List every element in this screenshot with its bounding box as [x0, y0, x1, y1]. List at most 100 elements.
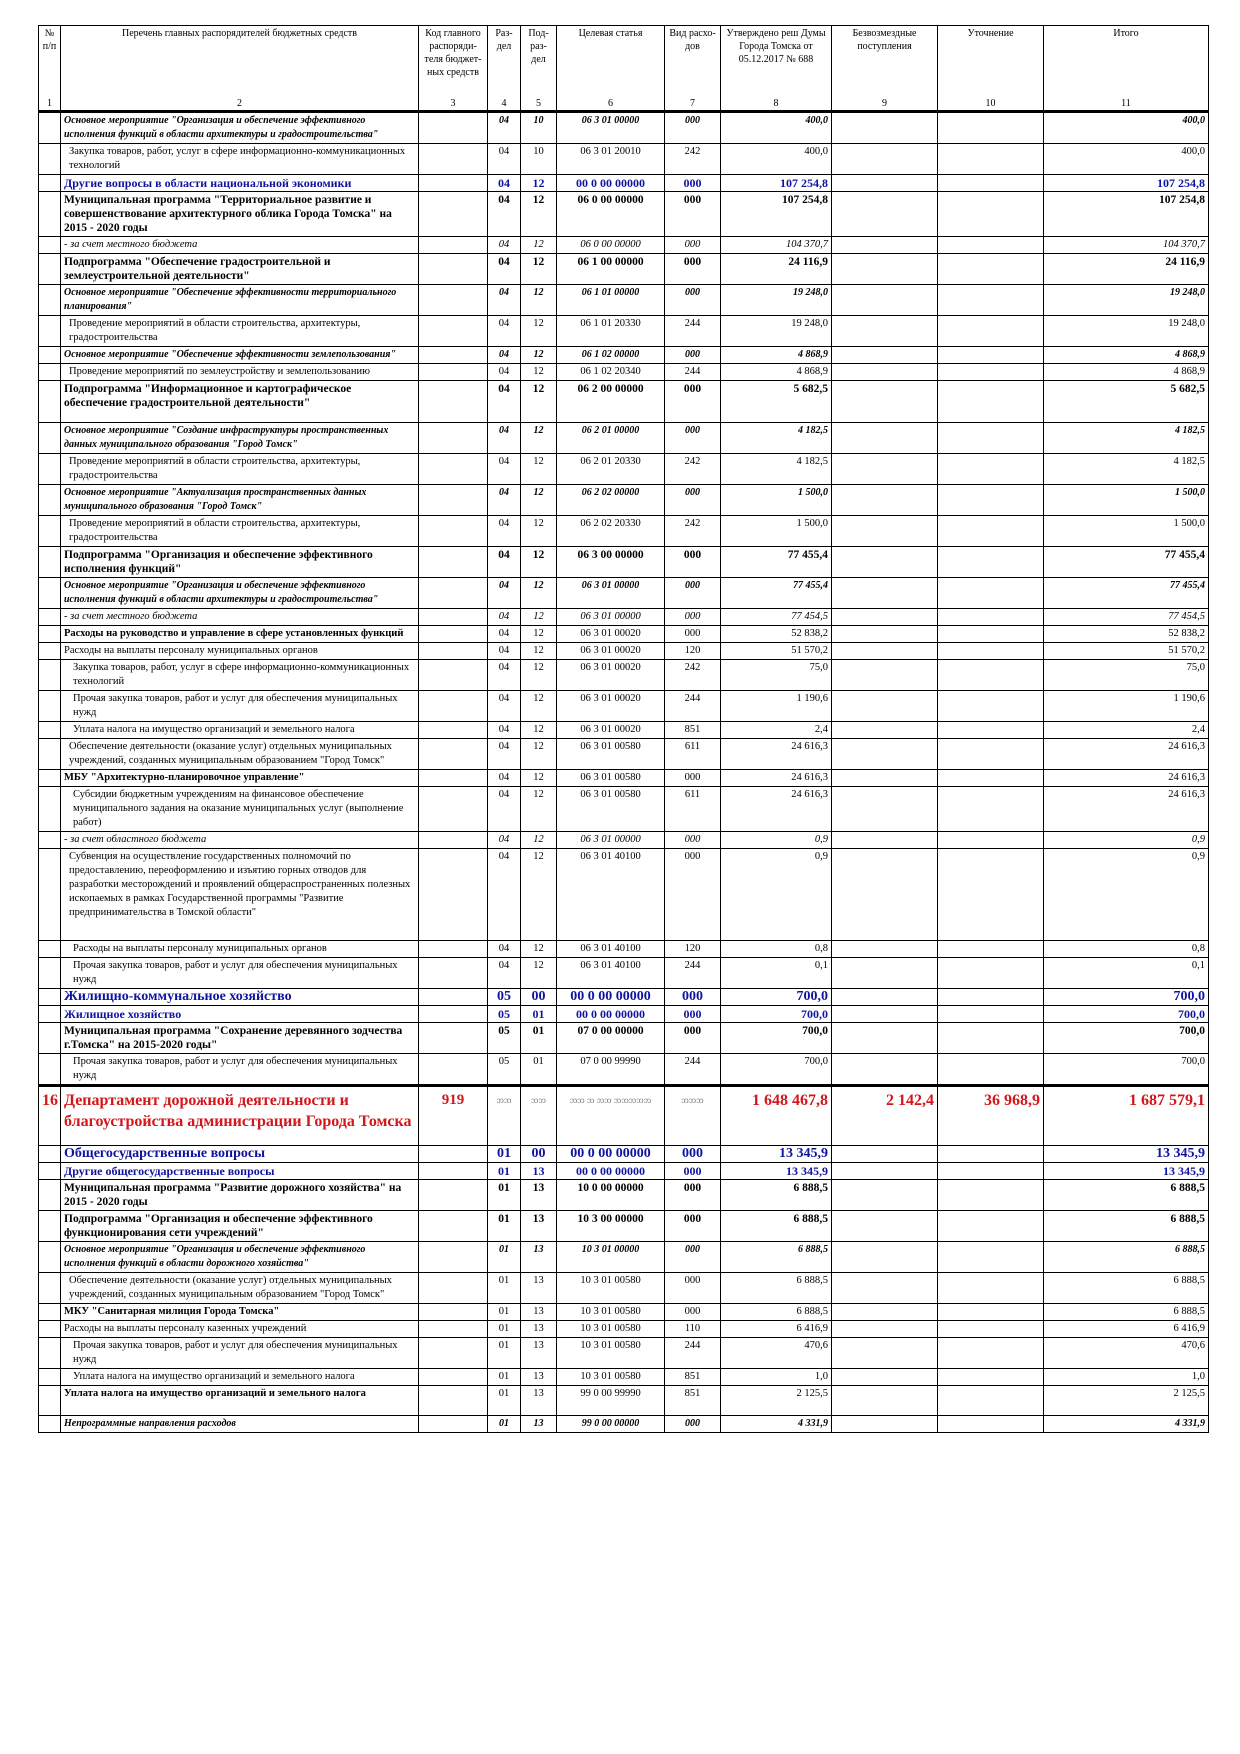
budget-sheet: № п/п Перечень главных распорядителей бю… [38, 25, 1209, 1433]
cell-code [418, 546, 488, 578]
cell-vid: 000 [664, 1179, 721, 1211]
cell-num [38, 515, 61, 547]
cell-podrazdel: 00 [520, 1145, 557, 1163]
cell-total: 6 888,5 [1043, 1241, 1209, 1273]
cell-razdel: 04 [487, 608, 521, 626]
header-podrazdel: Под-раз-дел [520, 25, 557, 98]
col-number: 1 [38, 98, 61, 113]
cell-razdel: 01 [487, 1272, 521, 1304]
cell-num [38, 143, 61, 175]
cell-target: 10 3 01 00580 [556, 1303, 665, 1321]
cell-podrazdel: 12 [520, 191, 557, 237]
cell-vid: 000 [664, 1162, 721, 1180]
cell-approved: 700,0 [720, 988, 832, 1006]
table-row: Проведение мероприятий в области строите… [38, 453, 1209, 485]
cell-target: 06 3 01 00020 [556, 625, 665, 643]
cell-target: 06 1 02 00000 [556, 346, 665, 364]
cell-vid: 000 [664, 831, 721, 849]
cell-free [831, 346, 938, 364]
cell-clarif [937, 253, 1044, 285]
cell-num [38, 315, 61, 347]
table-row: Подпрограмма "Организация и обеспечение … [38, 1210, 1209, 1242]
cell-vid: 000 [664, 1272, 721, 1304]
cell-razdel: 04 [487, 642, 521, 660]
cell-podrazdel: 01 [520, 1005, 557, 1023]
cell-podrazdel: 10 [520, 111, 557, 144]
cell-total: 4 182,5 [1043, 453, 1209, 485]
table-row: Подпрограмма "Обеспечение градостроитель… [38, 253, 1209, 285]
cell-num [38, 786, 61, 832]
cell-approved: 2,4 [720, 721, 832, 739]
cell-podrazdel: 13 [520, 1320, 557, 1338]
cell-approved: 77 455,4 [720, 577, 832, 609]
cell-clarif [937, 1337, 1044, 1369]
cell-podrazdel: 12 [520, 608, 557, 626]
cell-total: 1 500,0 [1043, 515, 1209, 547]
cell-clarif [937, 831, 1044, 849]
cell-razdel: 04 [487, 721, 521, 739]
cell-name: Жилищное хозяйство [60, 1005, 419, 1023]
cell-name: Основное мероприятие "Организация и обес… [60, 111, 419, 144]
table-row: Субсидии бюджетным учреждениям на финанс… [38, 786, 1209, 832]
cell-num [38, 608, 61, 626]
cell-vid: 242 [664, 453, 721, 485]
cell-podrazdel: 13 [520, 1303, 557, 1321]
table-row: Прочая закупка товаров, работ и услуг дл… [38, 1337, 1209, 1369]
cell-podrazdel: 12 [520, 363, 557, 381]
cell-podrazdel: 12 [520, 940, 557, 958]
cell-total: 24 616,3 [1043, 786, 1209, 832]
cell-free [831, 1303, 938, 1321]
cell-target: 06 3 01 40100 [556, 957, 665, 989]
cell-num [38, 659, 61, 691]
cell-total: 77 454,5 [1043, 608, 1209, 626]
cell-name: Основное мероприятие "Обеспечение эффект… [60, 284, 419, 316]
cell-podrazdel: 12 [520, 659, 557, 691]
cell-approved: 13 345,9 [720, 1162, 832, 1180]
cell-total: 4 868,9 [1043, 363, 1209, 381]
cell-name: Проведение мероприятий в области строите… [60, 315, 419, 347]
cell-target: 10 0 00 00000 [556, 1179, 665, 1211]
cell-razdel: 04 [487, 515, 521, 547]
cell-vid: 000 [664, 422, 721, 454]
cell-total: 24 116,9 [1043, 253, 1209, 285]
table-row: Расходы на выплаты персоналу казенных уч… [38, 1320, 1209, 1338]
cell-num [38, 284, 61, 316]
cell-vid: 000 [664, 848, 721, 941]
cell-vid: 000 [664, 346, 721, 364]
cell-target: 10 3 01 00000 [556, 1241, 665, 1273]
cell-free [831, 831, 938, 849]
table-row: МКУ "Санитарная милиция Города Томска" 01… [38, 1303, 1209, 1321]
table-row: Прочая закупка товаров, работ и услуг дл… [38, 957, 1209, 989]
cell-name: МБУ "Архитектурно-планировочное управлен… [60, 769, 419, 787]
cell-approved: 0,1 [720, 957, 832, 989]
cell-podrazdel: 01 [520, 1022, 557, 1054]
budget-rows: Основное мероприятие "Организация и обес… [38, 111, 1209, 1433]
cell-name: Расходы на выплаты персоналу казенных уч… [60, 1320, 419, 1338]
cell-total: 1 687 579,1 [1043, 1084, 1209, 1146]
col-number: 9 [831, 98, 938, 113]
cell-podrazdel: 13 [520, 1337, 557, 1369]
table-row: Уплата налога на имущество организаций и… [38, 1368, 1209, 1386]
cell-clarif [937, 111, 1044, 144]
cell-target: 06 3 01 40100 [556, 848, 665, 941]
table-row: Муниципальная программа "Территориальное… [38, 191, 1209, 237]
cell-num [38, 1385, 61, 1416]
cell-vid: 000 [664, 253, 721, 285]
cell-approved: 4 868,9 [720, 346, 832, 364]
cell-num [38, 1320, 61, 1338]
cell-name: Муниципальная программа "Развитие дорожн… [60, 1179, 419, 1211]
cell-clarif [937, 659, 1044, 691]
cell-clarif [937, 1210, 1044, 1242]
cell-clarif [937, 1022, 1044, 1054]
cell-num [38, 422, 61, 454]
cell-clarif [937, 1385, 1044, 1416]
cell-razdel: 04 [487, 690, 521, 722]
cell-podrazdel: 12 [520, 786, 557, 832]
cell-num [38, 1179, 61, 1211]
cell-total: 6 416,9 [1043, 1320, 1209, 1338]
cell-vid: 244 [664, 315, 721, 347]
cell-name: Обеспечение деятельности (оказание услуг… [60, 738, 419, 770]
cell-code [418, 848, 488, 941]
cell-approved: 1,0 [720, 1368, 832, 1386]
cell-free [831, 690, 938, 722]
